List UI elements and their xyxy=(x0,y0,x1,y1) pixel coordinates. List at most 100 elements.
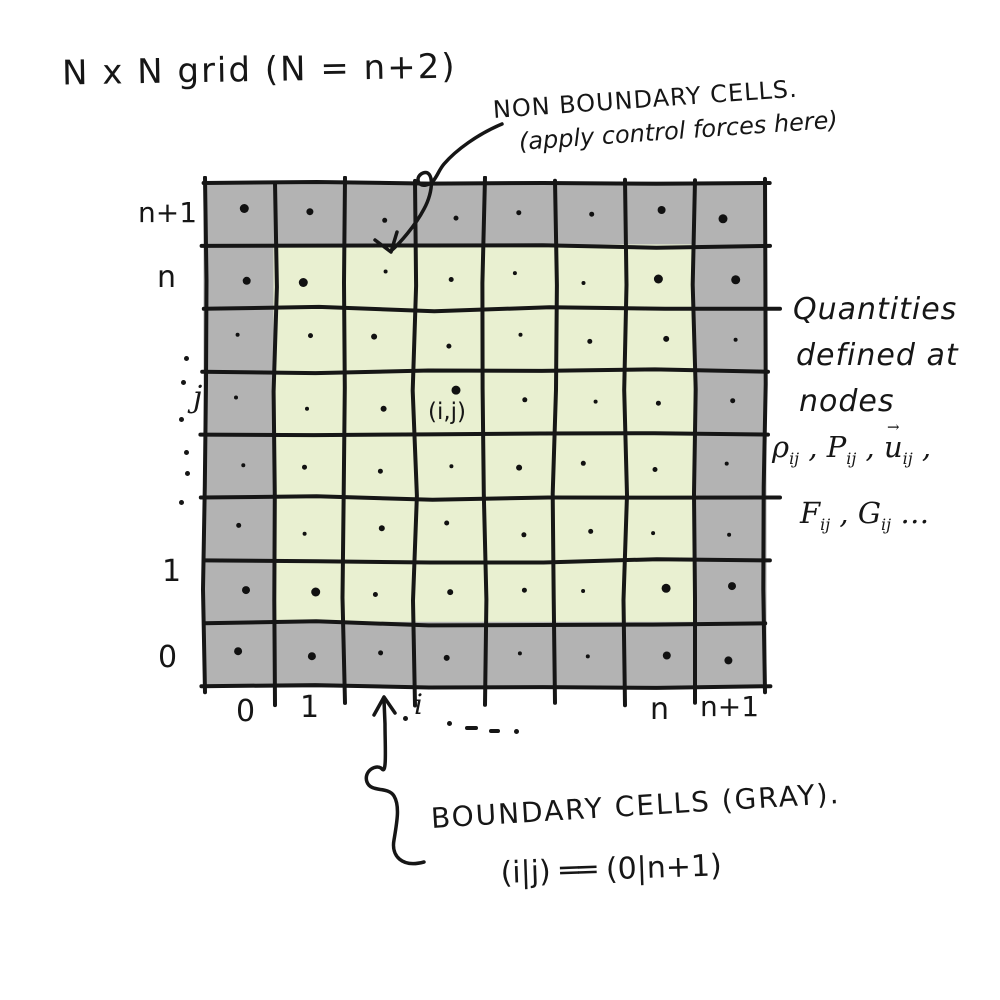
node-dot xyxy=(298,278,308,287)
grid-cell-r4-c2 xyxy=(343,433,417,499)
grid-cell-r3-c4 xyxy=(483,370,557,437)
node-dot xyxy=(236,522,242,528)
grid-cell-r3-c7 xyxy=(693,370,767,437)
node-dot xyxy=(587,338,593,344)
grid-cell-r6-c2 xyxy=(343,558,417,625)
ellipsis-dash xyxy=(489,729,500,733)
grid-line xyxy=(200,367,770,376)
ellipsis-dot xyxy=(403,716,408,721)
grid-line xyxy=(480,176,489,707)
grid-cell-r5-c7 xyxy=(693,496,767,562)
node-dot xyxy=(311,587,321,597)
node-dot xyxy=(512,271,517,276)
grid-cell-r6-c1 xyxy=(273,558,347,625)
ellipsis-dot xyxy=(185,471,190,476)
grid-diagram: (i,j) xyxy=(198,176,782,708)
col-label-1: 1 xyxy=(300,690,320,725)
ellipsis-dot xyxy=(514,729,519,734)
grid-line xyxy=(410,178,419,708)
node-quantities-formula-2: Fij , Gij … xyxy=(800,496,930,534)
row-label-n-plus-1: n+1 xyxy=(138,196,198,229)
grid-line xyxy=(198,494,782,502)
node-dot xyxy=(517,651,522,656)
diagram-title: N x N grid (N = n+2) xyxy=(61,46,457,94)
grid-line xyxy=(271,180,279,708)
cell-ij-label: (i,j) xyxy=(428,399,466,425)
quantity-symbol: Fij xyxy=(800,496,831,534)
grid-cell-r6-c6 xyxy=(623,558,697,625)
ellipsis-dot xyxy=(447,721,452,726)
grid-cell-r1-c7 xyxy=(693,244,767,311)
node-dot xyxy=(593,399,598,404)
row-label-0: 0 xyxy=(158,640,178,675)
grid-cell-r6-c7 xyxy=(693,558,767,625)
node-dot xyxy=(377,468,383,474)
node-dot xyxy=(302,464,307,470)
grid-cell-r5-c3 xyxy=(413,496,487,562)
grid-cell-r1-c4 xyxy=(483,244,557,311)
grid-cell-r0-c6 xyxy=(623,181,697,248)
boundary-annotation-line2: (i|j) ══ (0|n+1) xyxy=(500,848,723,891)
col-label-n-plus-1: n+1 xyxy=(700,690,760,723)
grid-cell-r2-c3 xyxy=(413,307,487,374)
grid-cell-r1-c5 xyxy=(553,244,627,311)
grid-cell-r3-c2 xyxy=(343,370,417,437)
grid-line xyxy=(199,683,773,690)
grid-cell-r3-c0 xyxy=(203,370,277,437)
node-dot xyxy=(521,587,527,593)
quantity-symbol: Pij xyxy=(826,430,857,468)
node-dot xyxy=(657,206,666,214)
node-dot xyxy=(589,211,595,217)
node-dot xyxy=(662,651,671,660)
node-dot xyxy=(724,656,733,665)
grid-cell-r7-c3 xyxy=(413,621,487,688)
node-dot xyxy=(731,275,741,285)
node-dot xyxy=(521,532,527,538)
node-dot xyxy=(447,589,454,596)
node-dot xyxy=(446,343,452,349)
node-dot xyxy=(308,333,313,339)
right-annotation-line1: Quantities xyxy=(793,292,958,327)
ellipsis-dot xyxy=(179,500,184,505)
grid-cell-r5-c6 xyxy=(623,496,697,562)
col-label-0: 0 xyxy=(236,694,256,729)
node-dot xyxy=(444,520,450,526)
quantity-symbol: ρij xyxy=(772,430,800,468)
col-label-i: i xyxy=(414,688,423,721)
grid-cell-r5-c0 xyxy=(203,496,277,562)
row-label-j: j xyxy=(193,380,203,415)
node-dot xyxy=(581,281,586,285)
quantity-symbol: Gij xyxy=(857,496,892,534)
node-dot xyxy=(663,335,670,342)
grid-cell-r0-c2 xyxy=(343,181,417,248)
grid-cell-r4-c7 xyxy=(693,433,767,499)
node-dot xyxy=(588,528,594,534)
grid-cell-r5-c4 xyxy=(483,496,557,562)
grid-cell-r3-c5 xyxy=(553,370,627,437)
node-dot xyxy=(651,531,656,536)
node-dot xyxy=(585,654,590,659)
ellipsis-dash xyxy=(465,726,478,730)
grid-line xyxy=(621,177,629,708)
node-dot xyxy=(302,531,307,536)
grid-cell-r2-c4 xyxy=(483,307,557,374)
grid-cell-r7-c5 xyxy=(553,621,627,688)
node-dot xyxy=(728,582,736,591)
grid-cell-r6-c5 xyxy=(553,558,627,625)
node-dot xyxy=(655,400,661,406)
grid-cell-r2-c1 xyxy=(273,307,347,374)
quantity-symbol: → uij xyxy=(883,418,913,468)
node-dot xyxy=(380,405,387,412)
node-dot xyxy=(306,208,314,216)
grid-cell-r5-c1 xyxy=(273,496,347,562)
grid-line xyxy=(202,619,768,628)
grid-cell-r4-c6 xyxy=(623,433,697,499)
node-dot xyxy=(718,214,728,224)
node-dot xyxy=(371,333,378,340)
node-dot xyxy=(522,397,528,403)
grid-cell-r0-c0 xyxy=(203,181,277,248)
node-dot xyxy=(383,269,388,274)
node-dot xyxy=(518,332,523,337)
grid-cell-r7-c6 xyxy=(623,621,697,688)
